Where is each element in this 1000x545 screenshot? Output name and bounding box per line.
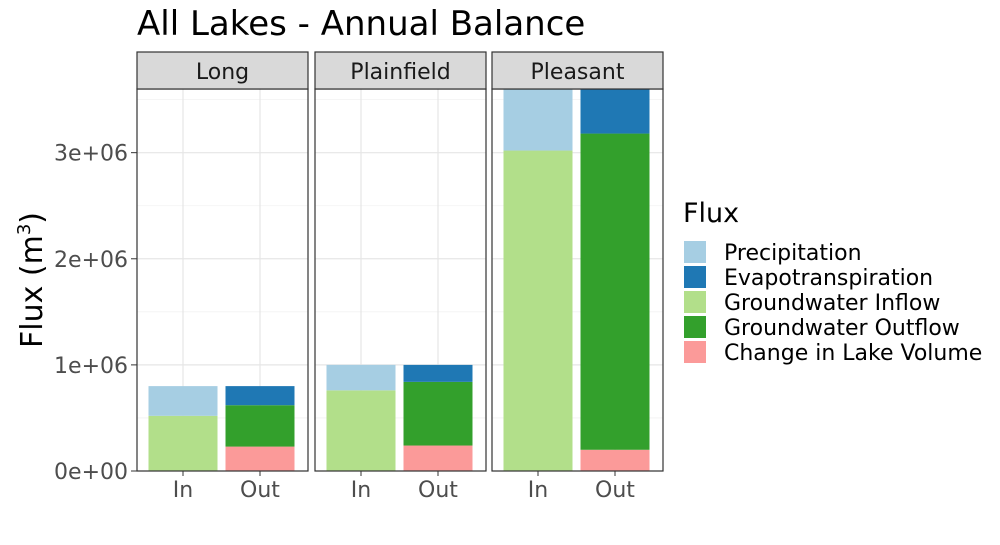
- x-tick-label: In: [173, 478, 193, 503]
- legend-label: Groundwater Inflow: [724, 291, 940, 316]
- facet-strip-label: Long: [196, 60, 249, 85]
- bar-long-in-precipitation: [148, 386, 218, 416]
- legend-swatch: [684, 316, 706, 338]
- x-tick-label: Out: [240, 478, 280, 503]
- bar-pleasant-out-change-in-lake-volume: [580, 449, 650, 471]
- facet-panel-long: In Out Long: [136, 51, 309, 503]
- legend-title: Flux: [683, 198, 739, 229]
- y-tick-label: 0e+00: [54, 460, 128, 485]
- y-axis-label-base: Flux (m: [15, 235, 50, 348]
- bar-pleasant-in-precipitation: [503, 89, 573, 151]
- x-tick-label: Out: [418, 478, 458, 503]
- facet-strip-label: Plainfield: [350, 60, 450, 85]
- y-axis-label-superscript: 3: [14, 224, 35, 235]
- legend-label: Change in Lake Volume: [724, 341, 982, 366]
- bar-pleasant-out-evapotranspiration: [580, 89, 650, 134]
- legend-item-groundwater-outflow: Groundwater Outflow: [684, 316, 960, 341]
- y-tick-label: 2e+06: [54, 248, 128, 273]
- x-tick-label: In: [351, 478, 371, 503]
- bar-plainfield-in-precipitation: [326, 364, 396, 391]
- facet-strip: [136, 51, 309, 90]
- facet-strip: [491, 51, 664, 90]
- legend: Flux PrecipitationEvapotranspirationGrou…: [683, 198, 982, 366]
- chart-title: All Lakes - Annual Balance: [137, 4, 585, 44]
- bar-pleasant-out-groundwater-outflow: [580, 133, 650, 450]
- legend-swatch: [684, 266, 706, 288]
- facet-panel-plainfield: In Out Plainfield: [314, 51, 487, 503]
- y-tick-label: 1e+06: [54, 354, 128, 379]
- bar-long-out-change-in-lake-volume: [225, 446, 295, 471]
- y-axis-label: Flux (m3): [14, 212, 50, 348]
- bar-plainfield-out-change-in-lake-volume: [403, 445, 473, 471]
- facet-panel-pleasant: In Out Pleasant: [491, 51, 664, 503]
- facet-strip: [314, 51, 487, 90]
- facet-strip-label: Pleasant: [531, 60, 625, 85]
- bar-long-in-groundwater-inflow: [148, 415, 218, 471]
- x-tick-label: In: [528, 478, 548, 503]
- legend-label: Precipitation: [724, 241, 862, 266]
- legend-item-evapotranspiration: Evapotranspiration: [684, 266, 933, 291]
- bar-long-out-evapotranspiration: [225, 386, 295, 406]
- bar-long-out-groundwater-outflow: [225, 405, 295, 447]
- legend-item-precipitation: Precipitation: [684, 241, 862, 266]
- legend-item-change-in-lake-volume: Change in Lake Volume: [684, 341, 982, 366]
- legend-swatch: [684, 291, 706, 313]
- legend-label: Groundwater Outflow: [724, 316, 960, 341]
- bar-pleasant-in-groundwater-inflow: [503, 150, 573, 472]
- legend-swatch: [684, 241, 706, 263]
- bar-plainfield-in-groundwater-inflow: [326, 390, 396, 471]
- legend-label: Evapotranspiration: [724, 266, 933, 291]
- y-axis-label-close: ): [15, 212, 50, 224]
- y-tick-label: 3e+06: [54, 142, 128, 167]
- legend-item-groundwater-inflow: Groundwater Inflow: [684, 291, 940, 316]
- y-axis: 0e+00 1e+06 2e+06 3e+06: [54, 142, 137, 485]
- x-tick-label: Out: [595, 478, 635, 503]
- legend-swatch: [684, 341, 706, 363]
- bar-plainfield-out-evapotranspiration: [403, 364, 473, 382]
- bar-plainfield-out-groundwater-outflow: [403, 381, 473, 446]
- facet-panels: In Out Long In Out Plainfield In Out Pleasant: [136, 51, 664, 503]
